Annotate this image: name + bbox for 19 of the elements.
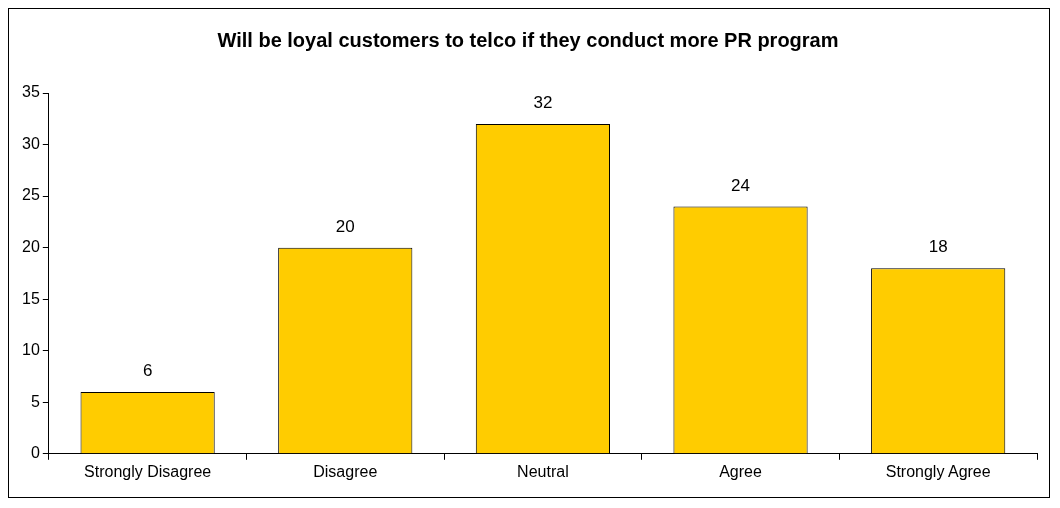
x-tick-label: Strongly Agree	[885, 462, 991, 480]
data-label: 6	[142, 361, 153, 381]
y-tick-label: 0	[30, 444, 40, 462]
chart-title: Will be loyal customers to telco if they conduct more PR program	[217, 28, 839, 51]
y-tick-label: 20	[22, 238, 40, 256]
data-label: 18	[928, 237, 948, 257]
x-tick-label: Agree	[719, 462, 762, 480]
x-tick-label: Neutral	[517, 462, 569, 480]
y-tick-label: 10	[22, 341, 40, 359]
x-tick-label: Strongly Disagree	[84, 462, 212, 480]
y-tick-label: 25	[22, 186, 40, 204]
y-tick-label: 15	[22, 289, 40, 307]
y-tick-label: 5	[30, 392, 40, 410]
x-tick-label: Disagree	[313, 462, 378, 480]
data-label: 20	[335, 216, 355, 236]
data-label: 32	[533, 93, 553, 113]
data-label: 24	[731, 175, 750, 195]
y-tick-label: 35	[22, 83, 40, 101]
y-tick-label: 30	[22, 134, 40, 152]
